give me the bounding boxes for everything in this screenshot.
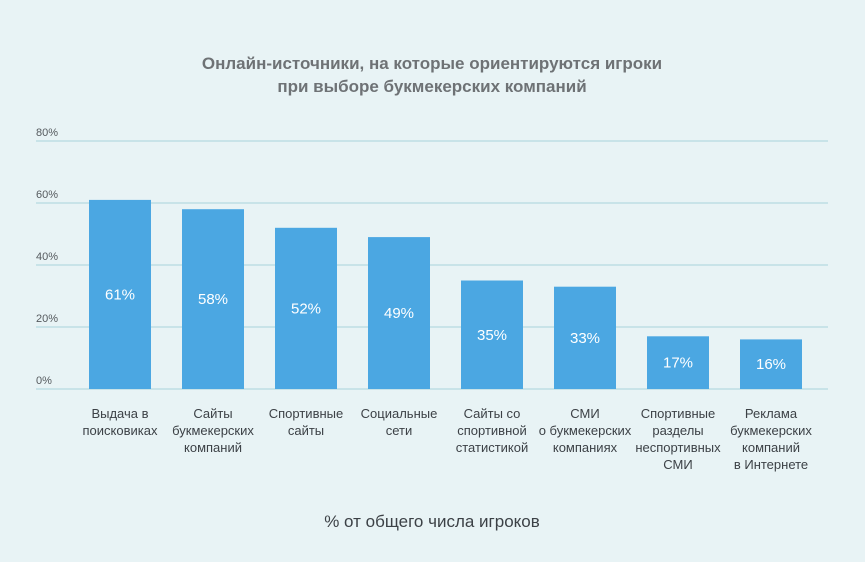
category-label: Реклама	[745, 406, 798, 421]
category-label: букмекерских	[172, 423, 254, 438]
category-label: СМИ	[570, 406, 599, 421]
category-label: статистикой	[456, 440, 529, 455]
category-label: Спортивные	[641, 406, 715, 421]
bar	[554, 286, 616, 389]
bar-value-label: 49%	[384, 305, 414, 322]
bar	[647, 336, 709, 389]
chart-title-line-1: Онлайн-источники, на которые ориентируют…	[202, 54, 662, 73]
category-label: букмекерских	[730, 423, 812, 438]
bar-value-label: 33%	[570, 330, 600, 347]
category-label: Сайты со	[464, 406, 521, 421]
category-label: спортивной	[457, 423, 527, 438]
category-labels: Выдача в поисковиках Сайты букмекерских комп…	[83, 406, 813, 472]
chart-title-line-2: при выборе букмекерских компаний	[277, 77, 586, 96]
bar	[182, 209, 244, 389]
bar	[275, 227, 337, 389]
category-label: сайты	[288, 423, 324, 438]
bar	[89, 199, 151, 389]
bar-value-label: 17%	[663, 355, 693, 372]
category-label: компаний	[742, 440, 800, 455]
bar-value-label: 61%	[105, 286, 135, 303]
grid-lines	[36, 140, 828, 390]
y-tick-label: 40%	[36, 251, 58, 263]
bar-value-label: 16%	[756, 356, 786, 373]
category-label: Социальные	[361, 406, 438, 421]
category-label: Выдача в	[91, 406, 148, 421]
y-tick-label: 80%	[36, 127, 58, 139]
y-tick-label: 20%	[36, 313, 58, 325]
category-label: о букмекерских	[539, 423, 632, 438]
category-label: поисковиках	[83, 423, 158, 438]
bar	[368, 237, 430, 389]
category-label: в Интернете	[734, 457, 808, 472]
bar	[461, 280, 523, 389]
x-axis-label: % от общего числа игроков	[324, 512, 540, 531]
bars: 61% 58% 52% 49% 35% 33% 17% 16%	[89, 199, 802, 389]
category-label: Сайты	[193, 406, 232, 421]
category-label: неспортивных	[635, 440, 721, 455]
category-label: разделы	[652, 423, 703, 438]
category-label: сети	[386, 423, 413, 438]
category-label: СМИ	[663, 457, 692, 472]
bar-value-label: 58%	[198, 291, 228, 308]
bar-value-label: 52%	[291, 300, 321, 317]
y-tick-label: 0%	[36, 375, 52, 387]
category-label: Спортивные	[269, 406, 343, 421]
bar	[740, 339, 802, 389]
y-axis-ticks: 0% 20% 40% 60% 80%	[36, 127, 58, 387]
y-tick-label: 60%	[36, 189, 58, 201]
bar-value-label: 35%	[477, 327, 507, 344]
category-label: компаниях	[553, 440, 618, 455]
category-label: компаний	[184, 440, 242, 455]
